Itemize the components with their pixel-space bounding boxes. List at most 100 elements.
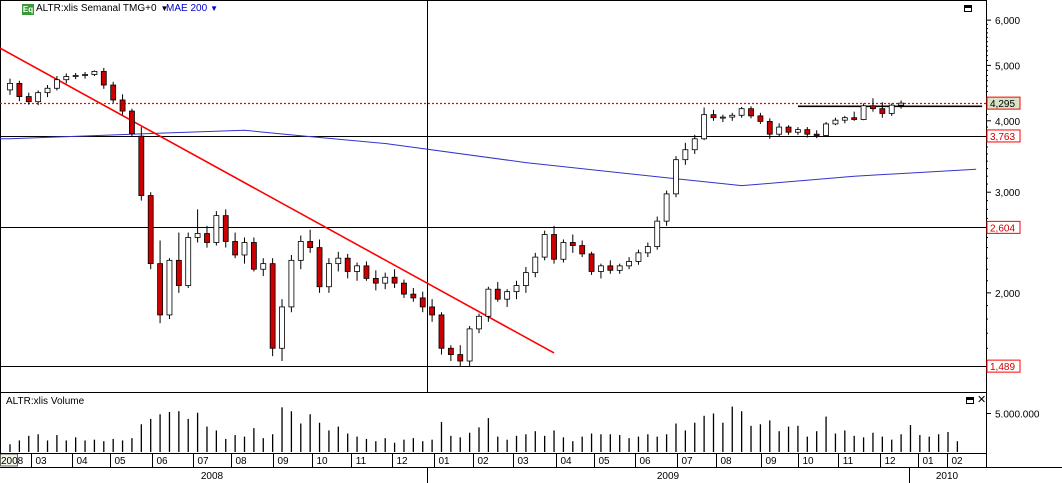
candle-up [288,259,295,308]
candle-up [194,233,201,238]
current-price-flag-label: 4,295 [990,99,1015,110]
candle-up [523,272,529,286]
candle-up [213,215,220,243]
price-panel-maximize-icon[interactable] [964,5,972,12]
x-axis-month-label: 02 [951,456,963,467]
candle-down [119,99,126,112]
y-axis-tick-label: 3,000 [995,188,1020,199]
chart-title-text: ALTR:xlis Semanal TMG+0 [36,3,157,14]
x-axis-month-label: 01 [922,456,934,467]
candle-down [419,297,426,308]
candle-up [476,315,482,330]
candle-up [185,237,192,286]
candle-up [616,265,623,271]
candle-up [166,259,173,316]
y-axis-tick-label: 4,000 [995,117,1020,128]
x-axis-month-label: 10 [316,456,328,467]
candle-down [110,84,117,101]
chart-title[interactable]: ALTR:xlis Semanal TMG+0 ▼ [36,3,168,14]
equity-badge: Eq [22,4,34,15]
volume-axis-tick-label: 5.000.000 [995,409,1040,420]
candle-up [654,220,661,247]
candle-down [457,354,464,362]
title-dropdown-icon[interactable]: ▼ [160,4,169,13]
candle-down [232,241,239,256]
candle-up [54,79,60,89]
candle-down [250,242,257,270]
candle-down [588,253,595,272]
x-axis-month-label: 05 [114,456,126,467]
candle-down [870,105,876,110]
candle-down [879,108,886,114]
candle-down [129,110,135,134]
x-axis-month-label: 05 [598,456,610,467]
candle-up [326,263,332,288]
x-axis-month-label: 11 [356,456,367,467]
candle-up [354,265,360,272]
candle-up [63,76,70,81]
candle-down [607,265,614,271]
candle-down [748,108,754,117]
candle-down [307,241,314,249]
candle-up [382,276,389,284]
candle-down [813,133,820,136]
candle-up [485,288,492,317]
candle-up [91,71,98,75]
candle-down [363,265,370,279]
x-axis-month-label: 09 [277,456,289,467]
candle-down [851,117,858,120]
candle-down [785,126,792,133]
x-axis-month-label: 12 [884,456,896,467]
x-axis-month-label: 10 [802,456,814,467]
candle-up [241,242,248,256]
y-axis-tick-label: 2,000 [995,289,1020,300]
candle-down [766,121,773,135]
level-price-flag [986,359,1021,373]
candle-down [138,135,145,196]
candle-up [888,104,895,114]
candle-up [560,242,567,260]
level-price-flag [986,129,1021,143]
candle-up [663,193,670,222]
candle-down [25,96,32,103]
candle-up [860,105,867,120]
x-axis-month-label: 08 [235,456,247,467]
candle-up [729,114,736,118]
indicator-dropdown-icon[interactable]: ▼ [210,4,219,13]
candle-up [776,126,783,135]
candle-down [157,263,163,316]
candle-down [204,233,210,243]
downtrend-line [0,47,555,354]
x-axis-month-label: 08 [720,456,732,467]
candle-up [297,241,304,261]
candle-down [757,115,764,122]
x-axis-month-label: 09 [765,456,777,467]
x-axis-month-label: 07 [681,456,693,467]
candle-down [429,306,436,316]
volume-panel-close-icon[interactable]: ✕ [977,394,987,406]
candle-down [804,129,811,135]
candle-up [841,117,848,121]
candle-up [795,129,801,133]
candle-down [438,314,445,349]
x-axis-month-label: 02 [477,456,489,467]
x-axis-month-label: 03 [517,456,529,467]
volume-panel-maximize-icon[interactable] [966,397,974,404]
candle-up [72,75,79,77]
candle-down [147,195,154,265]
candle-up [82,74,88,76]
y-axis-tick-label: 6,000 [995,16,1020,27]
candle-up [35,92,42,103]
x-axis-month-label: 03 [35,456,47,467]
candle-up [673,159,679,195]
candle-up [823,123,829,136]
x-axis-year-label: 2009 [657,471,680,482]
candle-down [16,83,23,97]
candle-up [279,306,285,349]
current-price-flag [986,96,1021,110]
candle-down [100,71,107,86]
indicator-label[interactable]: MAE 200 ▼ [166,3,218,14]
candle-up [898,102,904,106]
x-axis-month-label: 07 [197,456,209,467]
